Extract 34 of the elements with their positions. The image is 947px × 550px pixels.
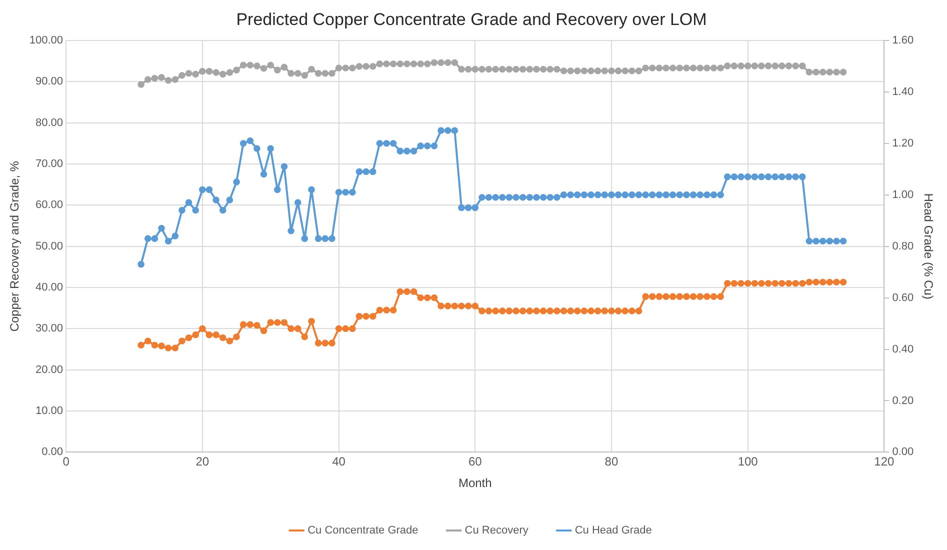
- y-tick-label: 70.00: [36, 158, 64, 170]
- x-tick-label: 120: [874, 454, 895, 469]
- x-axis-title: Month: [458, 476, 492, 490]
- y-tick-label: 10.00: [36, 405, 64, 418]
- y2-tick-label: 1.60: [892, 34, 914, 46]
- y2-tick-label: 1.00: [892, 188, 914, 201]
- y-tick-label: 20.00: [36, 364, 64, 376]
- y-tick-label: 60.00: [36, 199, 64, 212]
- y2-tick-label: 0.80: [892, 240, 914, 252]
- x-tick-label: 100: [738, 454, 758, 469]
- x-tick-label: 80: [604, 454, 618, 469]
- y-tick-label: 50.00: [36, 240, 64, 252]
- y-tick-label: 80.00: [36, 116, 64, 129]
- y2-tick-label: 1.40: [892, 86, 914, 98]
- y2-axis-title: Head Grade (% Cu): [921, 193, 936, 300]
- legend-label: Cu Concentrate Grade: [308, 524, 418, 537]
- x-tick-label: 0: [62, 454, 70, 469]
- y-tick-label: 40.00: [36, 282, 64, 294]
- y2-tick-label: 0.60: [892, 292, 914, 304]
- y-tick-label: 0.00: [42, 446, 64, 458]
- chart-title: Predicted Copper Concentrate Grade and Recovery over LOM: [236, 10, 707, 29]
- x-tick-label: 20: [196, 454, 210, 469]
- y-axis-title: Copper Recovery and Grade, %: [8, 160, 22, 332]
- y-tick-label: 30.00: [36, 322, 64, 335]
- y-tick-label: 90.00: [36, 76, 64, 88]
- x-tick-label: 60: [468, 454, 482, 469]
- y2-tick-label: 0.20: [892, 394, 914, 407]
- legend-label: Cu Recovery: [464, 524, 529, 537]
- y2-tick-label: 0.40: [892, 343, 914, 356]
- x-tick-label: 40: [332, 454, 346, 469]
- legend-label: Cu Head Grade: [574, 524, 652, 537]
- y2-tick-label: 0.00: [892, 446, 914, 458]
- y-tick-label: 100.00: [29, 34, 64, 46]
- y2-tick-label: 1.20: [892, 137, 914, 150]
